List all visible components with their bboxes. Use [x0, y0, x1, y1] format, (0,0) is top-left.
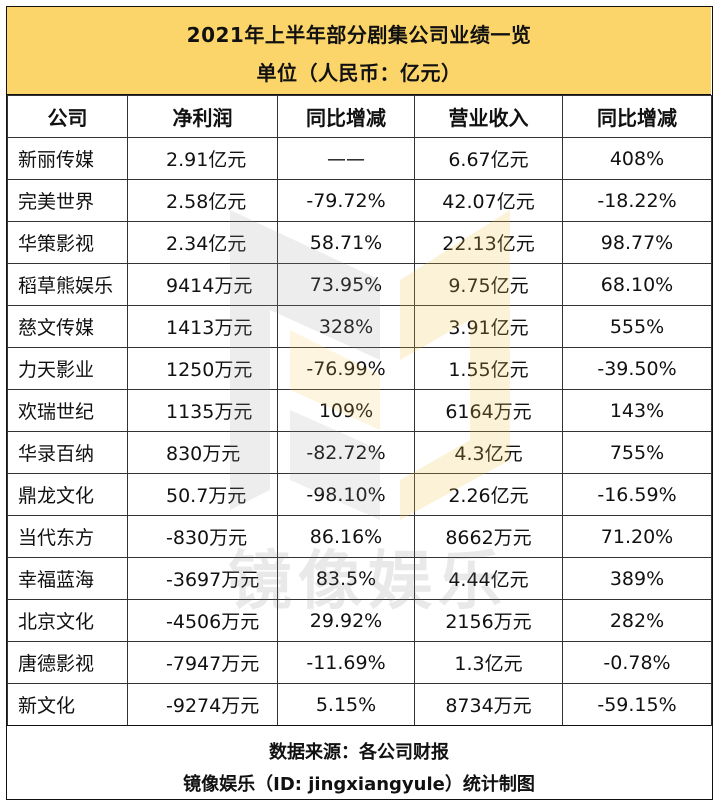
cell-company: 北京文化: [7, 599, 128, 642]
cell-company: 新文化: [7, 683, 128, 726]
cell-revenue-change: 143%: [562, 389, 712, 432]
cell-company: 完美世界: [7, 179, 128, 222]
cell-net-profit: -9274万元: [127, 683, 278, 726]
table-row: 力天影业 1250万元 -76.99% 1.55亿元 -39.50%: [7, 347, 712, 390]
header-profit-change: 同比增减: [277, 95, 415, 138]
cell-net-profit: 2.34亿元: [127, 221, 278, 264]
table-row: 华录百纳 830万元 -82.72% 4.3亿元 755%: [7, 431, 712, 474]
cell-revenue: 9.75亿元: [414, 263, 563, 306]
cell-profit-change: 83.5%: [277, 557, 415, 600]
cell-revenue-change: 555%: [562, 305, 712, 348]
cell-revenue-change: 68.10%: [562, 263, 712, 306]
cell-profit-change: -76.99%: [277, 347, 415, 390]
cell-revenue-change: 755%: [562, 431, 712, 474]
cell-revenue-change: -18.22%: [562, 179, 712, 222]
cell-profit-change: 86.16%: [277, 515, 415, 558]
cell-revenue-change: -16.59%: [562, 473, 712, 516]
cell-profit-change: 109%: [277, 389, 415, 432]
cell-company: 力天影业: [7, 347, 128, 390]
cell-profit-change: 5.15%: [277, 683, 415, 726]
cell-company: 当代东方: [7, 515, 128, 558]
title-banner: 2021年上半年部分剧集公司业绩一览 单位（人民币：亿元）: [7, 7, 711, 95]
table-row: 完美世界 2.58亿元 -79.72% 42.07亿元 -18.22%: [7, 179, 712, 222]
cell-company: 唐德影视: [7, 641, 128, 684]
cell-net-profit: 1250万元: [127, 347, 278, 390]
cell-revenue: 8662万元: [414, 515, 563, 558]
cell-net-profit: 2.58亿元: [127, 179, 278, 222]
header-revenue-change: 同比增减: [562, 95, 712, 138]
performance-sheet: 2021年上半年部分剧集公司业绩一览 单位（人民币：亿元） 公司 净利润 同比增…: [6, 6, 713, 800]
table-row: 当代东方 -830万元 86.16% 8662万元 71.20%: [7, 515, 712, 558]
cell-net-profit: 2.91亿元: [127, 137, 278, 180]
cell-net-profit: 830万元: [127, 431, 278, 474]
table-title: 2021年上半年部分剧集公司业绩一览: [186, 23, 532, 47]
cell-profit-change: -98.10%: [277, 473, 415, 516]
cell-revenue: 6.67亿元: [414, 137, 563, 180]
cell-net-profit: 1135万元: [127, 389, 278, 432]
cell-net-profit: 1413万元: [127, 305, 278, 348]
cell-revenue: 4.44亿元: [414, 557, 563, 600]
table-row: 鼎龙文化 50.7万元 -98.10% 2.26亿元 -16.59%: [7, 473, 712, 516]
cell-company: 新丽传媒: [7, 137, 128, 180]
table-row: 华策影视 2.34亿元 58.71% 22.13亿元 98.77%: [7, 221, 712, 264]
cell-revenue: 6164万元: [414, 389, 563, 432]
cell-company: 欢瑞世纪: [7, 389, 128, 432]
table-row: 新文化 -9274万元 5.15% 8734万元 -59.15%: [7, 683, 712, 726]
cell-revenue-change: 408%: [562, 137, 712, 180]
cell-company: 慈文传媒: [7, 305, 128, 348]
cell-profit-change: -79.72%: [277, 179, 415, 222]
cell-revenue-change: 71.20%: [562, 515, 712, 558]
cell-net-profit: -830万元: [127, 515, 278, 558]
cell-profit-change: ——: [277, 137, 415, 180]
table-row: 欢瑞世纪 1135万元 109% 6164万元 143%: [7, 389, 712, 432]
table-subtitle: 单位（人民币：亿元）: [256, 61, 462, 85]
cell-net-profit: -4506万元: [127, 599, 278, 642]
cell-revenue: 1.55亿元: [414, 347, 563, 390]
cell-company: 鼎龙文化: [7, 473, 128, 516]
cell-revenue: 8734万元: [414, 683, 563, 726]
header-company: 公司: [7, 95, 128, 138]
cell-revenue-change: 98.77%: [562, 221, 712, 264]
cell-profit-change: 29.92%: [277, 599, 415, 642]
cell-revenue-change: 389%: [562, 557, 712, 600]
cell-profit-change: 73.95%: [277, 263, 415, 306]
cell-revenue: 3.91亿元: [414, 305, 563, 348]
cell-revenue: 4.3亿元: [414, 431, 563, 474]
cell-profit-change: 58.71%: [277, 221, 415, 264]
cell-revenue: 42.07亿元: [414, 179, 563, 222]
header-net-profit: 净利润: [127, 95, 278, 138]
cell-revenue-change: -39.50%: [562, 347, 712, 390]
cell-revenue-change: 282%: [562, 599, 712, 642]
cell-revenue-change: -59.15%: [562, 683, 712, 726]
data-source: 数据来源：各公司财报: [269, 742, 449, 763]
cell-net-profit: 9414万元: [127, 263, 278, 306]
cell-profit-change: -82.72%: [277, 431, 415, 474]
table-row: 北京文化 -4506万元 29.92% 2156万元 282%: [7, 599, 712, 642]
cell-revenue: 2.26亿元: [414, 473, 563, 516]
cell-revenue: 2156万元: [414, 599, 563, 642]
cell-revenue: 1.3亿元: [414, 641, 563, 684]
credit-line: 镜像娱乐（ID: jingxiangyule）统计制图: [183, 774, 535, 795]
footer: 数据来源：各公司财报 镜像娱乐（ID: jingxiangyule）统计制图: [7, 725, 711, 800]
cell-revenue: 22.13亿元: [414, 221, 563, 264]
cell-net-profit: 50.7万元: [127, 473, 278, 516]
cell-company: 华录百纳: [7, 431, 128, 474]
header-row: 公司 净利润 同比增减 营业收入 同比增减: [7, 95, 712, 138]
table-row: 稻草熊娱乐 9414万元 73.95% 9.75亿元 68.10%: [7, 263, 712, 306]
header-revenue: 营业收入: [414, 95, 563, 138]
table-row: 新丽传媒 2.91亿元 —— 6.67亿元 408%: [7, 137, 712, 180]
cell-company: 稻草熊娱乐: [7, 263, 128, 306]
table-row: 唐德影视 -7947万元 -11.69% 1.3亿元 -0.78%: [7, 641, 712, 684]
cell-profit-change: 328%: [277, 305, 415, 348]
cell-company: 华策影视: [7, 221, 128, 264]
cell-profit-change: -11.69%: [277, 641, 415, 684]
table-row: 慈文传媒 1413万元 328% 3.91亿元 555%: [7, 305, 712, 348]
cell-revenue-change: -0.78%: [562, 641, 712, 684]
table-row: 幸福蓝海 -3697万元 83.5% 4.44亿元 389%: [7, 557, 712, 600]
performance-table: 公司 净利润 同比增减 营业收入 同比增减 新丽传媒 2.91亿元 —— 6.67亿元…: [7, 95, 712, 726]
cell-net-profit: -3697万元: [127, 557, 278, 600]
cell-net-profit: -7947万元: [127, 641, 278, 684]
cell-company: 幸福蓝海: [7, 557, 128, 600]
